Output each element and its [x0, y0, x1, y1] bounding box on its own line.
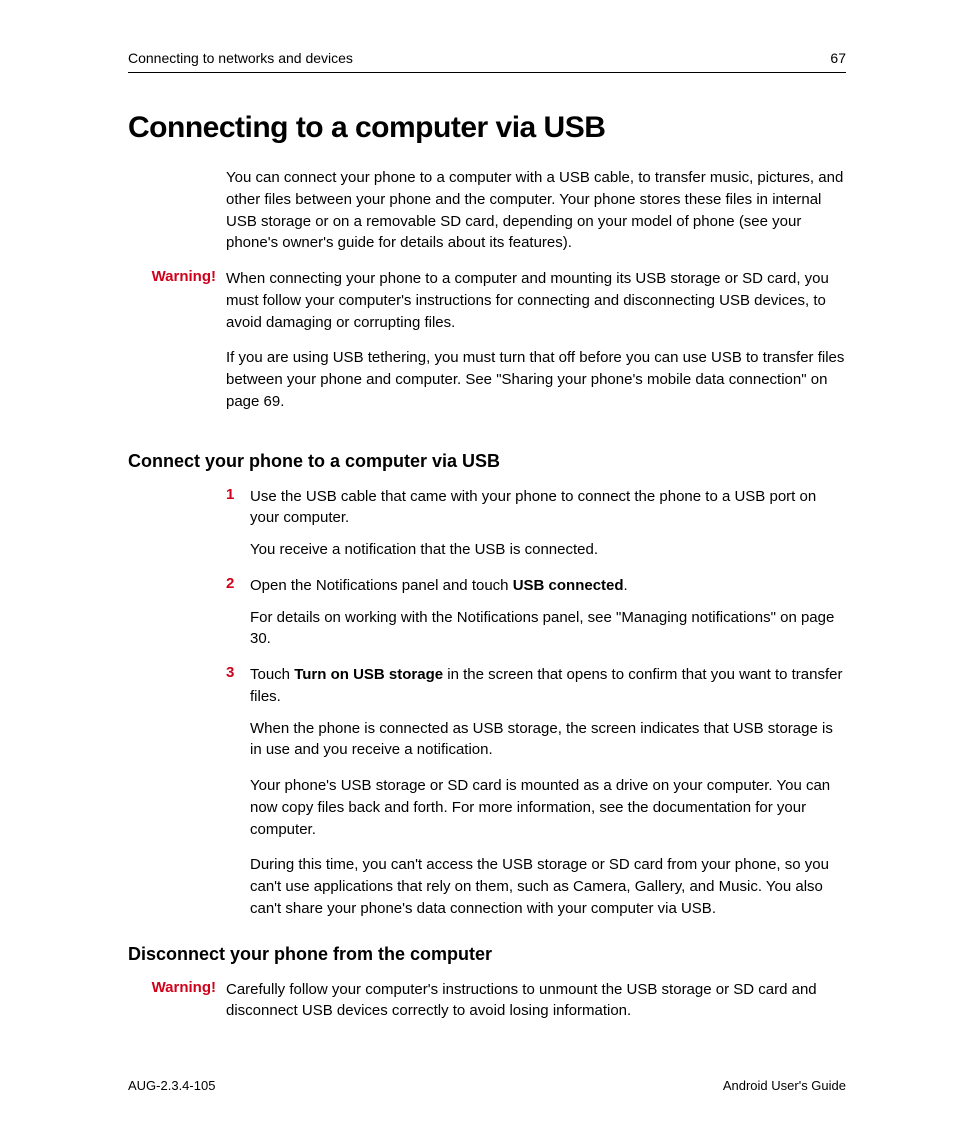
step-1: 1 Use the USB cable that came with your …	[226, 486, 846, 530]
step-number: 1	[226, 486, 250, 530]
page-title: Connecting to a computer via USB	[128, 111, 846, 145]
step-3-after-2: During this time, you can't access the U…	[250, 854, 846, 919]
step-bold: USB connected	[513, 577, 624, 594]
warning-label: Warning!	[128, 979, 226, 1037]
warning-2: Warning! Carefully follow your computer'…	[128, 979, 846, 1037]
intro-paragraph: You can connect your phone to a computer…	[226, 167, 846, 254]
warning-body: When connecting your phone to a computer…	[226, 268, 846, 427]
step-2-after-0: For details on working with the Notifica…	[250, 607, 846, 651]
intro-block: You can connect your phone to a computer…	[226, 167, 846, 254]
warning-label: Warning!	[128, 268, 226, 427]
step-pre: Touch	[250, 666, 294, 683]
tethering-note: If you are using USB tethering, you must…	[226, 347, 846, 412]
disconnect-heading: Disconnect your phone from the computer	[128, 944, 846, 965]
page: Connecting to networks and devices 67 Co…	[0, 0, 954, 1145]
step-2: 2 Open the Notifications panel and touch…	[226, 575, 846, 597]
header-section: Connecting to networks and devices	[128, 50, 353, 66]
step-bold: Turn on USB storage	[294, 666, 443, 683]
step-3: 3 Touch Turn on USB storage in the scree…	[226, 664, 846, 708]
step-number: 2	[226, 575, 250, 597]
warning-body: Carefully follow your computer's instruc…	[226, 979, 846, 1037]
step-post: .	[624, 577, 628, 594]
page-header: Connecting to networks and devices 67	[128, 50, 846, 73]
step-3-after-0: When the phone is connected as USB stora…	[250, 718, 846, 762]
warning-1: Warning! When connecting your phone to a…	[128, 268, 846, 427]
header-page-number: 67	[830, 50, 846, 66]
warning-text: When connecting your phone to a computer…	[226, 268, 846, 333]
page-footer: AUG-2.3.4-105 Android User's Guide	[128, 1078, 846, 1093]
step-3-after-1: Your phone's USB storage or SD card is m…	[250, 775, 846, 840]
step-text: Use the USB cable that came with your ph…	[250, 486, 846, 530]
step-number: 3	[226, 664, 250, 708]
step-text: Touch Turn on USB storage in the screen …	[250, 664, 846, 708]
warning-text: Carefully follow your computer's instruc…	[226, 979, 846, 1023]
step-pre: Open the Notifications panel and touch	[250, 577, 513, 594]
footer-right: Android User's Guide	[723, 1078, 846, 1093]
step-1-after-0: You receive a notification that the USB …	[250, 539, 846, 561]
step-text: Open the Notifications panel and touch U…	[250, 575, 846, 597]
footer-left: AUG-2.3.4-105	[128, 1078, 215, 1093]
connect-heading: Connect your phone to a computer via USB	[128, 451, 846, 472]
